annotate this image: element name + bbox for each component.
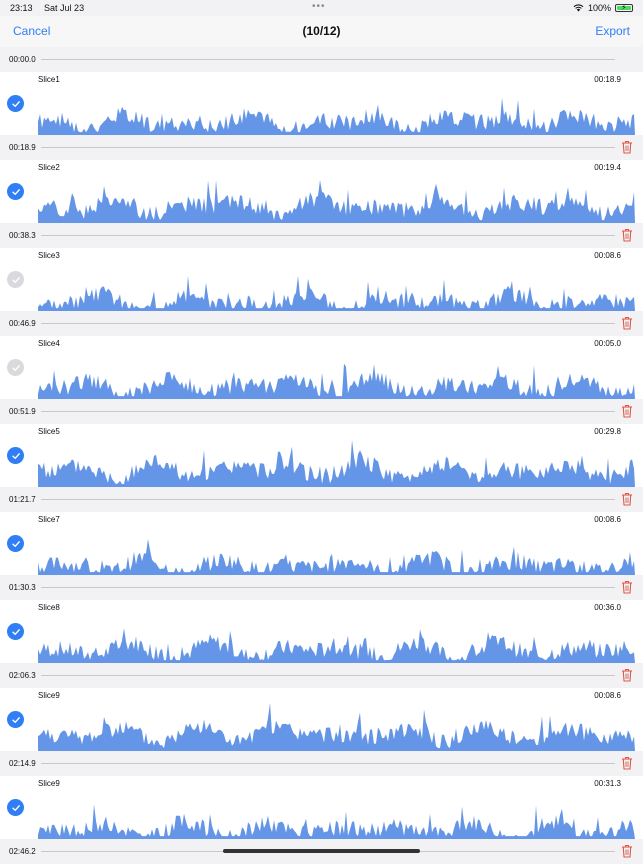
battery-icon: ⚡ xyxy=(615,3,633,12)
split-marker: 00:51.9 xyxy=(0,399,643,424)
export-button[interactable]: Export xyxy=(595,24,630,38)
trash-icon[interactable] xyxy=(621,404,633,418)
slice-name: Slice9 xyxy=(38,779,60,788)
trash-icon[interactable] xyxy=(621,316,633,330)
slice-name: Slice2 xyxy=(38,163,60,172)
marker-time: 02:06.3 xyxy=(9,671,36,680)
battery-percent: 100% xyxy=(587,3,611,13)
status-time: 23:13 xyxy=(10,3,33,13)
checkmark-icon[interactable] xyxy=(7,95,24,112)
waveform xyxy=(38,539,635,575)
marker-time: 00:18.9 xyxy=(9,143,36,152)
slice-duration: 00:08.6 xyxy=(594,251,621,260)
slice-name: Slice9 xyxy=(38,691,60,700)
checkmark-icon[interactable] xyxy=(7,535,24,552)
status-date: Sat Jul 23 xyxy=(44,3,85,13)
marker-time: 00:51.9 xyxy=(9,407,36,416)
marker-time: 01:21.7 xyxy=(9,495,36,504)
slice-name: Slice3 xyxy=(38,251,60,260)
slice-duration: 00:31.3 xyxy=(594,779,621,788)
waveform xyxy=(38,363,635,399)
slice-name: Slice7 xyxy=(38,515,60,524)
marker-time: 02:14.9 xyxy=(9,759,36,768)
page-title: (10/12) xyxy=(302,24,341,38)
waveform xyxy=(38,180,635,223)
slice-name: Slice5 xyxy=(38,427,60,436)
slice-row[interactable]: Slice2 00:19.4 xyxy=(0,160,643,223)
slice-duration: 00:08.6 xyxy=(594,515,621,524)
marker-line[interactable] xyxy=(41,763,615,764)
slice-duration: 00:18.9 xyxy=(594,75,621,84)
checkmark-icon[interactable] xyxy=(7,799,24,816)
marker-line[interactable] xyxy=(41,59,615,60)
marker-line[interactable] xyxy=(41,235,615,236)
slice-duration: 00:19.4 xyxy=(594,163,621,172)
slice-name: Slice4 xyxy=(38,339,60,348)
checkmark-icon[interactable] xyxy=(7,711,24,728)
marker-line[interactable] xyxy=(41,147,615,148)
cancel-button[interactable]: Cancel xyxy=(13,24,51,38)
slice-list: 00:00.0 Slice1 00:18.9 00:18.9 Slice2 00:19.4… xyxy=(0,47,643,864)
status-bar: 23:13 Sat Jul 23 ••• 100% ⚡ xyxy=(0,0,643,16)
marker-line[interactable] xyxy=(41,411,615,412)
home-indicator[interactable] xyxy=(223,849,420,853)
trash-icon[interactable] xyxy=(621,228,633,242)
marker-time: 01:30.3 xyxy=(9,583,36,592)
slice-duration: 00:08.6 xyxy=(594,691,621,700)
marker-line[interactable] xyxy=(41,323,615,324)
navigation-bar: Cancel (10/12) Export xyxy=(0,16,643,48)
slice-row[interactable]: Slice8 00:36.0 xyxy=(0,600,643,663)
wifi-icon xyxy=(573,4,584,12)
slice-row[interactable]: Slice5 00:29.8 xyxy=(0,424,643,487)
multitasking-dots-icon[interactable]: ••• xyxy=(312,1,326,12)
marker-line[interactable] xyxy=(41,499,615,500)
waveform xyxy=(38,804,635,839)
slice-duration: 00:36.0 xyxy=(594,603,621,612)
trash-icon[interactable] xyxy=(621,492,633,506)
trash-icon[interactable] xyxy=(621,844,633,858)
checkmark-icon[interactable] xyxy=(7,447,24,464)
slice-duration: 00:05.0 xyxy=(594,339,621,348)
waveform xyxy=(38,628,635,663)
slice-name: Slice1 xyxy=(38,75,60,84)
checkmark-icon[interactable] xyxy=(7,183,24,200)
slice-row[interactable]: Slice9 00:31.3 xyxy=(0,776,643,839)
split-marker: 01:21.7 xyxy=(0,487,643,512)
marker-line[interactable] xyxy=(41,587,615,588)
slice-row[interactable]: Slice3 00:08.6 xyxy=(0,248,643,311)
marker-time: 00:00.0 xyxy=(9,55,36,64)
split-marker: 00:38.3 xyxy=(0,223,643,248)
waveform xyxy=(38,703,635,751)
split-marker: 00:46.9 xyxy=(0,311,643,336)
trash-icon[interactable] xyxy=(621,668,633,682)
split-marker: 02:14.9 xyxy=(0,751,643,776)
checkmark-icon[interactable] xyxy=(7,271,24,288)
checkmark-icon[interactable] xyxy=(7,623,24,640)
split-marker: 00:18.9 xyxy=(0,135,643,160)
waveform xyxy=(38,275,635,311)
trash-icon[interactable] xyxy=(621,580,633,594)
slice-name: Slice8 xyxy=(38,603,60,612)
waveform xyxy=(38,439,635,487)
marker-time: 00:38.3 xyxy=(9,231,36,240)
slice-row[interactable]: Slice9 00:08.6 xyxy=(0,688,643,751)
trash-icon[interactable] xyxy=(621,756,633,770)
trash-icon[interactable] xyxy=(621,140,633,154)
slice-duration: 00:29.8 xyxy=(594,427,621,436)
split-marker: 00:00.0 xyxy=(0,47,643,72)
checkmark-icon[interactable] xyxy=(7,359,24,376)
marker-time: 02:46.2 xyxy=(9,847,36,856)
split-marker: 02:06.3 xyxy=(0,663,643,688)
waveform xyxy=(38,97,635,135)
slice-row[interactable]: Slice7 00:08.6 xyxy=(0,512,643,575)
slice-row[interactable]: Slice4 00:05.0 xyxy=(0,336,643,399)
marker-line[interactable] xyxy=(41,675,615,676)
marker-time: 00:46.9 xyxy=(9,319,36,328)
split-marker: 01:30.3 xyxy=(0,575,643,600)
slice-row[interactable]: Slice1 00:18.9 xyxy=(0,72,643,135)
